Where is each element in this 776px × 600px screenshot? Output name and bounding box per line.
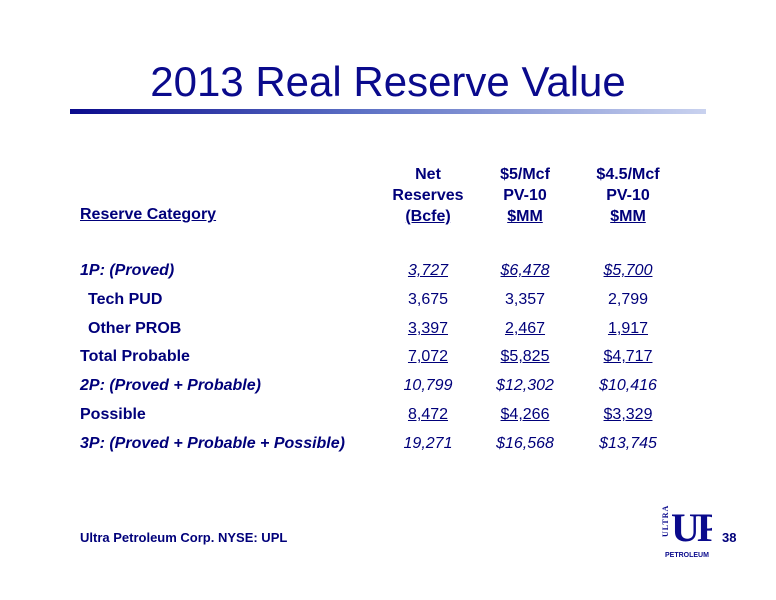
column-header-line: PV-10 — [606, 187, 650, 204]
table-row-other-prob: Other PROB 3,397 2,467 1,917 — [0, 317, 776, 341]
table-row-possible: Possible 8,472 $4,266 $3,329 — [0, 403, 776, 427]
logo-bottom-text: PETROLEUM — [665, 552, 709, 559]
cell-net-reserves: 3,675 — [407, 291, 449, 308]
table-row-tech-pud: Tech PUD 3,675 3,357 2,799 — [0, 288, 776, 312]
column-header-net-reserves: Net Reserves (Bcfe) — [383, 164, 473, 227]
column-header-line: $MM — [507, 208, 543, 225]
footer-company: Ultra Petroleum Corp. NYSE: UPL — [80, 530, 288, 545]
cell-pv10-5: $16,568 — [496, 435, 554, 452]
cell-pv10-5: $6,478 — [500, 262, 550, 279]
cell-pv10-5: $5,825 — [500, 348, 550, 365]
ultra-petroleum-logo: ULTRA UP PETROLEUM — [662, 497, 712, 563]
cell-pv10-45: 1,917 — [607, 320, 649, 337]
cell-pv10-5: 3,357 — [504, 291, 546, 308]
column-header-line: $MM — [610, 208, 646, 225]
table-row-1p: 1P: (Proved) 3,727 $6,478 $5,700 — [0, 259, 776, 283]
column-header-line: PV-10 — [503, 187, 547, 204]
slide-title: 2013 Real Reserve Value — [150, 58, 626, 105]
row-label: 3P: (Proved + Probable + Possible) — [80, 435, 345, 452]
column-header-line: $5/Mcf — [500, 166, 550, 183]
logo-side-text: ULTRA — [662, 505, 670, 537]
cell-net-reserves: 8,472 — [407, 406, 449, 423]
cell-pv10-45: $3,329 — [603, 406, 653, 423]
cell-net-reserves: 19,271 — [403, 435, 453, 452]
row-label: 2P: (Proved + Probable) — [80, 377, 261, 394]
cell-net-reserves: 7,072 — [407, 348, 449, 365]
row-label: 1P: (Proved) — [80, 262, 175, 279]
table-row-total-probable: Total Probable 7,072 $5,825 $4,717 — [0, 345, 776, 369]
column-header-line: Reserves — [392, 187, 464, 204]
cell-pv10-45: 2,799 — [607, 291, 649, 308]
column-header-pv10-45: $4.5/Mcf PV-10 $MM — [583, 164, 673, 227]
page-number: 38 — [722, 530, 737, 545]
category-header: Reserve Category — [80, 206, 217, 223]
cell-pv10-5: $4,266 — [500, 406, 550, 423]
table-row-2p: 2P: (Proved + Probable) 10,799 $12,302 $… — [0, 374, 776, 398]
cell-pv10-45: $5,700 — [603, 262, 653, 279]
row-label: Possible — [80, 406, 146, 423]
column-header-line: (Bcfe) — [405, 208, 451, 225]
cell-pv10-45: $4,717 — [603, 348, 653, 365]
column-header-line: Net — [415, 166, 441, 183]
cell-net-reserves: 3,397 — [407, 320, 449, 337]
row-label: Tech PUD — [88, 291, 163, 308]
logo-letters: UP — [671, 505, 712, 550]
title-underline — [70, 109, 706, 114]
cell-pv10-5: 2,467 — [504, 320, 546, 337]
row-label: Other PROB — [88, 320, 182, 337]
cell-net-reserves: 3,727 — [407, 262, 449, 279]
table-row-3p: 3P: (Proved + Probable + Possible) 19,27… — [0, 432, 776, 456]
cell-pv10-5: $12,302 — [496, 377, 554, 394]
cell-pv10-45: $13,745 — [599, 435, 657, 452]
column-header-line: $4.5/Mcf — [596, 166, 660, 183]
cell-net-reserves: 10,799 — [403, 377, 453, 394]
cell-pv10-45: $10,416 — [599, 377, 657, 394]
column-header-pv10-5: $5/Mcf PV-10 $MM — [480, 164, 570, 227]
row-label: Total Probable — [80, 348, 190, 365]
